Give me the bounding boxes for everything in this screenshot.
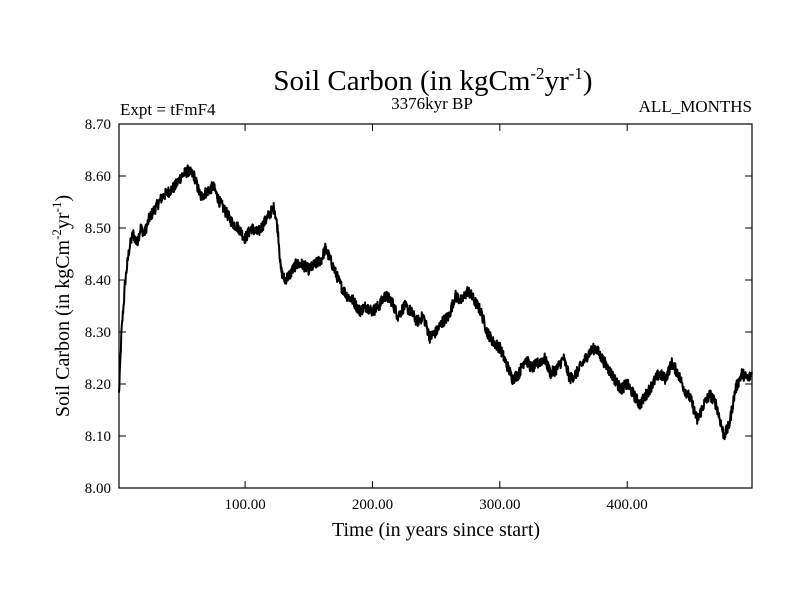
subtitle-center: 3376kyr BP (391, 94, 473, 113)
y-axis-label-mid: yr (52, 212, 74, 229)
y-tick-label: 8.20 (85, 377, 111, 393)
plot-frame (118, 123, 753, 489)
x-axis-label: Time (in years since start) (332, 519, 540, 541)
y-tick-label: 8.10 (85, 429, 111, 445)
y-axis-label-main: Soil Carbon (in kgCm (52, 239, 74, 417)
chart-title-end: ) (583, 65, 593, 97)
y-tick-label: 8.30 (85, 325, 111, 341)
y-axis-label-sup2: -1 (49, 202, 64, 213)
y-tick-label: 8.00 (85, 481, 111, 497)
chart-title-main: Soil Carbon (in kgCm (273, 65, 530, 97)
x-tick-label: 300.00 (479, 497, 520, 513)
y-axis-label: Soil Carbon (in kgCm-2yr-1) (49, 195, 74, 417)
y-tick-label: 8.70 (85, 117, 111, 133)
y-tick-label: 8.40 (85, 273, 111, 289)
y-axis-label-end: ) (52, 195, 74, 202)
y-axis-ticks: 8.00 8.10 8.20 8.30 8.40 8.50 8.60 8.70 (85, 117, 752, 497)
y-tick-label: 8.60 (85, 169, 111, 185)
x-tick-label: 400.00 (607, 497, 648, 513)
chart-title: Soil Carbon (in kgCm-2yr-1) (273, 64, 592, 97)
x-tick-label: 100.00 (224, 497, 265, 513)
x-axis-ticks: 100.00 200.00 300.00 400.00 (224, 124, 648, 513)
subtitle-left: Expt = tFmF4 (120, 100, 216, 119)
series-line-soil-carbon (118, 164, 753, 441)
y-tick-label: 8.50 (85, 221, 111, 237)
chart-title-sup1: -2 (530, 64, 544, 83)
x-tick-label: 200.00 (352, 497, 393, 513)
y-axis-label-sup1: -2 (49, 229, 64, 240)
subtitle-right: ALL_MONTHS (639, 97, 752, 116)
chart-title-mid: yr (545, 65, 570, 97)
chart-title-sup2: -1 (569, 64, 583, 83)
